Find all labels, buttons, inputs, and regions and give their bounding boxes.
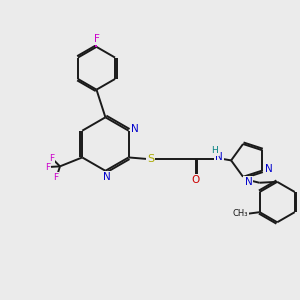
Text: F: F (49, 154, 54, 163)
Text: CH₃: CH₃ (232, 209, 248, 218)
Text: N: N (215, 152, 223, 162)
Text: F: F (45, 163, 50, 172)
Text: N: N (103, 172, 111, 182)
Text: S: S (147, 154, 154, 164)
Text: F: F (94, 34, 99, 44)
Text: F: F (53, 173, 58, 182)
Text: N: N (244, 177, 252, 187)
Text: H: H (211, 146, 217, 155)
Text: N: N (265, 164, 273, 174)
Text: O: O (192, 175, 200, 185)
Text: N: N (131, 124, 138, 134)
